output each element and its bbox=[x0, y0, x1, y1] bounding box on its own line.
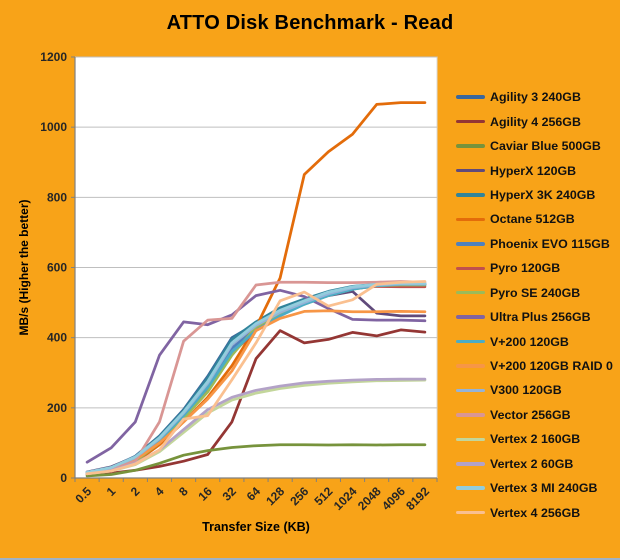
x-tick-label: 0.5 bbox=[72, 484, 94, 506]
legend-label: Vertex 3 MI 240GB bbox=[490, 481, 598, 496]
legend-swatch bbox=[456, 486, 485, 490]
legend-swatch bbox=[456, 168, 485, 173]
legend-item: Octane 512GB bbox=[456, 207, 620, 231]
legend-swatch bbox=[456, 217, 485, 222]
legend-label: Octane 512GB bbox=[490, 212, 575, 227]
x-tick-label: 4096 bbox=[379, 484, 408, 513]
legend-swatch bbox=[456, 144, 485, 148]
legend-swatch bbox=[456, 364, 485, 368]
legend-swatch bbox=[456, 315, 485, 319]
legend-item: HyperX 3K 240GB bbox=[456, 183, 620, 207]
legend-label: Agility 3 240GB bbox=[490, 90, 581, 105]
series-line bbox=[85, 309, 427, 475]
legend-label: Agility 4 256GB bbox=[490, 114, 581, 129]
y-tick-label: 400 bbox=[47, 331, 67, 345]
legend-label: Vertex 2 160GB bbox=[490, 432, 581, 447]
y-tick-label: 0 bbox=[60, 471, 67, 485]
y-tick-label: 600 bbox=[47, 261, 67, 275]
x-tick-label: 128 bbox=[263, 484, 287, 508]
y-axis-title: MB/s (Higher the better) bbox=[17, 199, 31, 335]
legend-label: Ultra Plus 256GB bbox=[490, 310, 591, 325]
x-tick-label: 8 bbox=[176, 484, 191, 499]
legend-label: Pyro SE 240GB bbox=[490, 285, 581, 300]
legend-swatch bbox=[456, 413, 485, 417]
legend-swatch bbox=[456, 193, 485, 197]
legend-item: Pyro SE 240GB bbox=[456, 281, 620, 305]
legend-item: Vertex 3 MI 240GB bbox=[456, 476, 620, 500]
legend-item: HyperX 120GB bbox=[456, 158, 620, 182]
legend-item: Agility 3 240GB bbox=[456, 85, 620, 109]
legend-label: V+200 120GB bbox=[490, 334, 569, 349]
legend-swatch bbox=[456, 242, 485, 246]
legend-item: Vertex 4 256GB bbox=[456, 500, 620, 524]
x-tick-label: 256 bbox=[287, 484, 311, 508]
legend-label: Caviar Blue 500GB bbox=[490, 139, 601, 154]
legend-item: Pyro 120GB bbox=[456, 256, 620, 280]
legend-item: Vertex 2 160GB bbox=[456, 427, 620, 451]
series-line bbox=[85, 288, 427, 464]
y-tick-label: 800 bbox=[47, 190, 67, 204]
x-tick-label: 1 bbox=[104, 484, 119, 499]
x-tick-label: 32 bbox=[220, 484, 240, 504]
legend-item: Ultra Plus 256GB bbox=[456, 305, 620, 329]
series-line bbox=[85, 443, 427, 478]
legend: Agility 3 240GB Agility 4 256GB Caviar Blu… bbox=[456, 85, 620, 525]
legend-label: HyperX 3K 240GB bbox=[490, 187, 596, 202]
series-line bbox=[85, 281, 427, 474]
y-tick-label: 1200 bbox=[40, 50, 67, 64]
legend-swatch bbox=[456, 388, 485, 393]
x-tick-label: 2 bbox=[128, 484, 143, 499]
legend-item: V+200 120GB RAID 0 bbox=[456, 354, 620, 378]
legend-label: V300 120GB bbox=[490, 383, 562, 398]
legend-item: Vector 256GB bbox=[456, 403, 620, 427]
legend-item: Agility 4 256GB bbox=[456, 109, 620, 133]
x-tick-label: 8192 bbox=[403, 484, 432, 513]
legend-label: Phoenix EVO 115GB bbox=[490, 236, 610, 251]
legend-item: V300 120GB bbox=[456, 378, 620, 402]
series-line bbox=[85, 280, 427, 475]
legend-swatch bbox=[456, 510, 485, 515]
legend-swatch bbox=[456, 462, 485, 466]
legend-item: Phoenix EVO 115GB bbox=[456, 232, 620, 256]
series-line bbox=[85, 280, 427, 476]
legend-swatch bbox=[456, 266, 485, 271]
legend-label: HyperX 120GB bbox=[490, 163, 577, 178]
legend-item: Caviar Blue 500GB bbox=[456, 134, 620, 158]
legend-item: Vertex 2 60GB bbox=[456, 452, 620, 476]
x-tick-label: 4 bbox=[152, 484, 167, 499]
chart-title: ATTO Disk Benchmark - Read bbox=[166, 12, 454, 34]
legend-swatch bbox=[456, 290, 485, 295]
x-tick-label: 2048 bbox=[355, 484, 384, 513]
legend-label: Vector 256GB bbox=[490, 407, 571, 422]
window-edge bbox=[0, 558, 620, 560]
legend-swatch bbox=[456, 437, 485, 442]
legend-label: Vertex 2 60GB bbox=[490, 456, 574, 471]
x-tick-label: 64 bbox=[244, 484, 264, 504]
x-axis-title: Transfer Size (KB) bbox=[202, 520, 310, 534]
legend-label: Vertex 4 256GB bbox=[490, 505, 581, 520]
legend-swatch bbox=[456, 339, 485, 344]
legend-label: Pyro 120GB bbox=[490, 261, 561, 276]
y-tick-label: 1000 bbox=[40, 120, 67, 134]
legend-swatch bbox=[456, 119, 485, 124]
x-tick-label: 1024 bbox=[331, 484, 360, 513]
legend-swatch bbox=[456, 95, 485, 99]
legend-item: V+200 120GB bbox=[456, 329, 620, 353]
x-tick-label: 16 bbox=[196, 484, 216, 504]
legend-label: V+200 120GB RAID 0 bbox=[490, 359, 613, 374]
y-tick-label: 200 bbox=[47, 401, 67, 415]
